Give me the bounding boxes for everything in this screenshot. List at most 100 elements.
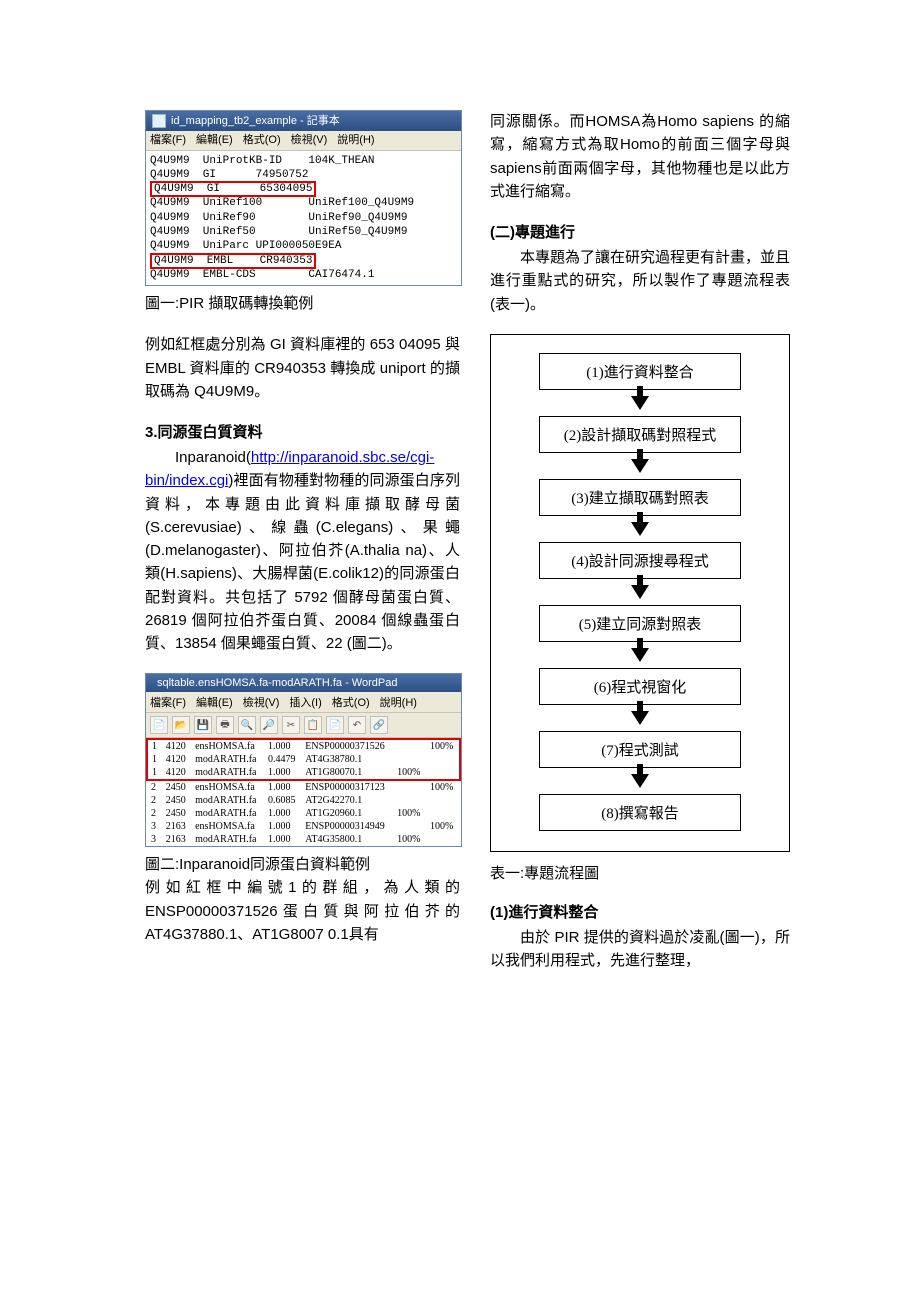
figure-caption: 圖二:Inparanoid同源蛋白資料範例 <box>145 853 460 874</box>
notepad-line: Q4U9M9 UniRef100 UniRef100_Q4U9M9 <box>150 196 457 210</box>
toolbar-button-icon[interactable]: ↶ <box>348 716 366 734</box>
notepad-window: id_mapping_tb2_example - 記事本 檔案(F) 編輯(E)… <box>145 110 462 286</box>
toolbar-button-icon[interactable]: 🔍 <box>238 716 256 734</box>
paragraph: 例如紅框處分別為 GI 資料庫裡的 653 04095 與 EMBL 資料庫的 … <box>145 333 460 403</box>
paragraph: Inparanoid(http://inparanoid.sbc.se/cgi-… <box>145 446 460 655</box>
table-cell <box>393 794 426 807</box>
notepad-line: Q4U9M9 UniParc UPI000050E9EA <box>150 239 457 253</box>
toolbar-button-icon[interactable]: 📂 <box>172 716 190 734</box>
paragraph: 本專題為了讓在研究過程更有計畫，並且進行重點式的研究，所以製作了專題流程表(表一… <box>490 246 790 316</box>
table-cell: 3 <box>147 833 162 846</box>
table-cell: 1.000 <box>264 807 301 820</box>
menu-item[interactable]: 檢視(V) <box>243 694 280 710</box>
table-cell: 1.000 <box>264 780 301 794</box>
menu-item[interactable]: 格式(O) <box>243 133 281 147</box>
table-cell: ensHOMSA.fa <box>191 820 264 833</box>
table-cell <box>426 766 460 780</box>
table-row: 22450modARATH.fa0.6085AT2G42270.1 <box>147 794 460 807</box>
table-cell: 2 <box>147 807 162 820</box>
menu-item[interactable]: 說明(H) <box>337 133 374 147</box>
table-cell: AT2G42270.1 <box>301 794 393 807</box>
toolbar-button-icon[interactable]: 🔎 <box>260 716 278 734</box>
menu-item[interactable]: 檔案(F) <box>150 133 186 147</box>
toolbar-button-icon[interactable]: 🖶 <box>216 716 234 734</box>
toolbar-button-icon[interactable]: 🔗 <box>370 716 388 734</box>
wordpad-table: 14120ensHOMSA.fa1.000ENSP00000371526100%… <box>146 738 461 846</box>
menu-item[interactable]: 檢視(V) <box>291 133 328 147</box>
section-heading: (二)專題進行 <box>490 221 790 242</box>
table-cell: 100% <box>426 820 460 833</box>
table-row: 14120modARATH.fa1.000AT1G80070.1100% <box>147 766 460 780</box>
table-cell: 100% <box>426 739 460 753</box>
notepad-line: Q4U9M9 UniRef50 UniRef50_Q4U9M9 <box>150 225 457 239</box>
table-cell: 2450 <box>162 807 191 820</box>
table-cell: AT1G20960.1 <box>301 807 393 820</box>
paragraph: 例如紅框中編號1的群組，為人類的ENSP00000371526蛋白質與阿拉伯芥的… <box>145 876 460 946</box>
menu-item[interactable]: 編輯(E) <box>196 694 233 710</box>
wordpad-menubar: 檔案(F) 編輯(E) 檢視(V) 插入(I) 格式(O) 說明(H) <box>146 692 461 713</box>
table-cell <box>426 753 460 766</box>
table-cell: 2 <box>147 794 162 807</box>
table-cell: ensHOMSA.fa <box>191 780 264 794</box>
notepad-line: Q4U9M9 EMBL CR940353 <box>150 254 457 268</box>
toolbar-button-icon[interactable]: 📄 <box>150 716 168 734</box>
table-cell <box>393 780 426 794</box>
wordpad-title-text: sqltable.ensHOMSA.fa-modARATH.fa - WordP… <box>157 677 397 689</box>
table-row: 22450modARATH.fa1.000AT1G20960.1100% <box>147 807 460 820</box>
flow-arrow-icon <box>631 585 649 599</box>
table-cell: 100% <box>426 780 460 794</box>
page: id_mapping_tb2_example - 記事本 檔案(F) 編輯(E)… <box>0 0 920 1012</box>
flowchart: (1)進行資料整合(2)設計擷取碼對照程式(3)建立擷取碼對照表(4)設計同源搜… <box>490 334 790 852</box>
table-cell: modARATH.fa <box>191 794 264 807</box>
menu-item[interactable]: 插入(I) <box>289 694 321 710</box>
table-cell: ENSP00000314949 <box>301 820 393 833</box>
table-cell: AT4G38780.1 <box>301 753 393 766</box>
toolbar-button-icon[interactable]: 💾 <box>194 716 212 734</box>
table-row: 14120ensHOMSA.fa1.000ENSP00000371526100% <box>147 739 460 753</box>
right-column: 同源關係。而HOMSA為Homo sapiens 的縮寫，縮寫方式為取Homo的… <box>490 110 790 972</box>
section-heading: 3.同源蛋白質資料 <box>145 421 460 442</box>
table-cell: 4120 <box>162 753 191 766</box>
menu-item[interactable]: 檔案(F) <box>150 694 186 710</box>
notepad-titlebar: id_mapping_tb2_example - 記事本 <box>146 111 461 131</box>
table-cell: 1.000 <box>264 739 301 753</box>
notepad-icon <box>152 114 166 128</box>
toolbar-button-icon[interactable]: 📋 <box>304 716 322 734</box>
flow-arrow-icon <box>631 396 649 410</box>
toolbar-button-icon[interactable]: ✂ <box>282 716 300 734</box>
table-cell <box>393 820 426 833</box>
flow-arrow-icon <box>631 522 649 536</box>
table-row: 32163ensHOMSA.fa1.000ENSP00000314949100% <box>147 820 460 833</box>
menu-item[interactable]: 編輯(E) <box>196 133 233 147</box>
text: )裡面有物種對物種的同源蛋白序列資料，本專題由此資料庫擷取酵母菌(S.cerev… <box>145 472 460 652</box>
notepad-menubar: 檔案(F) 編輯(E) 格式(O) 檢視(V) 說明(H) <box>146 131 461 150</box>
flow-arrow-icon <box>631 774 649 788</box>
flow-arrow-icon <box>631 459 649 473</box>
wordpad-titlebar: sqltable.ensHOMSA.fa-modARATH.fa - WordP… <box>146 674 461 692</box>
paragraph: 同源關係。而HOMSA為Homo sapiens 的縮寫，縮寫方式為取Homo的… <box>490 110 790 203</box>
flow-node: (4)設計同源搜尋程式 <box>539 542 741 579</box>
table-caption: 表一:專題流程圖 <box>490 862 790 883</box>
table-cell: modARATH.fa <box>191 753 264 766</box>
toolbar-button-icon[interactable]: 📄 <box>326 716 344 734</box>
figure-caption: 圖一:PIR 擷取碼轉換範例 <box>145 292 460 313</box>
table-cell: 2163 <box>162 833 191 846</box>
table-cell <box>426 794 460 807</box>
table-cell: 4120 <box>162 739 191 753</box>
table-cell: 100% <box>393 766 426 780</box>
table-cell: ENSP00000317123 <box>301 780 393 794</box>
menu-item[interactable]: 格式(O) <box>332 694 370 710</box>
table-cell: 0.6085 <box>264 794 301 807</box>
table-cell: 1.000 <box>264 833 301 846</box>
flow-arrow-icon <box>631 648 649 662</box>
flow-node: (6)程式視窗化 <box>539 668 741 705</box>
table-cell: AT4G35800.1 <box>301 833 393 846</box>
table-cell: 0.4479 <box>264 753 301 766</box>
table-row: 22450ensHOMSA.fa1.000ENSP00000317123100% <box>147 780 460 794</box>
paragraph: 由於 PIR 提供的資料過於凌亂(圖一)，所以我們利用程式，先進行整理， <box>490 926 790 973</box>
notepad-line: Q4U9M9 UniProtKB-ID 104K_THEAN <box>150 154 457 168</box>
notepad-line: Q4U9M9 GI 65304095 <box>150 182 457 196</box>
menu-item[interactable]: 說明(H) <box>380 694 417 710</box>
notepad-line: Q4U9M9 GI 74950752 <box>150 168 457 182</box>
table-cell: 1 <box>147 766 162 780</box>
